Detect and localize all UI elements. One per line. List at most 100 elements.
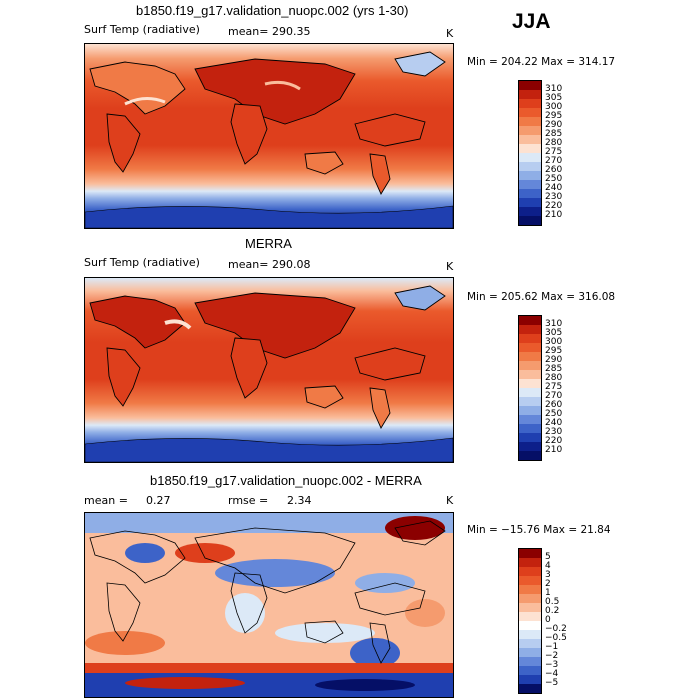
- colorbar-swatch: [519, 648, 541, 657]
- colorbar-tick-label: 4: [545, 561, 551, 571]
- panel2-mean-label: mean=: [228, 258, 269, 271]
- colorbar-tick-label: 5: [545, 552, 551, 562]
- colorbar-tick-label: −0.5: [545, 633, 567, 643]
- colorbar-swatch: [519, 630, 541, 639]
- colorbar-tick-label: 275: [545, 147, 563, 157]
- colorbar-tick-label: 285: [545, 364, 563, 374]
- colorbar-tick-label: −0.2: [545, 624, 567, 634]
- colorbar-swatch: [519, 162, 541, 171]
- colorbar-tick-label: −5: [545, 678, 559, 688]
- colorbar-swatch: [519, 639, 541, 648]
- panel3-map: [84, 512, 454, 698]
- colorbar-tick-label: 2: [545, 579, 551, 589]
- colorbar-tick-label: 0.2: [545, 606, 560, 616]
- colorbar-tick-label: 300: [545, 337, 563, 347]
- panel2-variable: Surf Temp (radiative): [84, 256, 200, 269]
- colorbar-tick-label: 310: [545, 84, 563, 94]
- colorbar-tick-label: 230: [545, 427, 563, 437]
- panel3-units: K: [446, 494, 454, 507]
- colorbar-swatch: [519, 90, 541, 99]
- colorbar-swatch: [519, 424, 541, 433]
- colorbar-tick-label: 305: [545, 93, 563, 103]
- colorbar-swatch: [519, 415, 541, 424]
- colorbar-tick-label: 290: [545, 120, 563, 130]
- panel2-title: MERRA: [245, 236, 292, 251]
- colorbar-swatch: [519, 433, 541, 442]
- panel2-colorbar-bar: [518, 315, 542, 461]
- panel1-minmax: Min = 204.22 Max = 314.17: [467, 56, 616, 68]
- colorbar-tick-label: 1: [545, 588, 551, 598]
- colorbar-tick-label: 270: [545, 156, 563, 166]
- colorbar-swatch: [519, 657, 541, 666]
- colorbar-swatch: [519, 343, 541, 352]
- colorbar-swatch: [519, 406, 541, 415]
- panel2-field: [85, 278, 453, 462]
- colorbar-tick-label: 250: [545, 174, 563, 184]
- colorbar-tick-label: 250: [545, 409, 563, 419]
- panel3-field: [85, 513, 453, 697]
- colorbar-swatch: [519, 621, 541, 630]
- colorbar-tick-label: 210: [545, 445, 563, 455]
- colorbar-swatch: [519, 117, 541, 126]
- colorbar-swatch: [519, 675, 541, 684]
- colorbar-swatch: [519, 567, 541, 576]
- colorbar-tick-label: −3: [545, 660, 559, 670]
- colorbar-swatch: [519, 370, 541, 379]
- colorbar-swatch: [519, 135, 541, 144]
- colorbar-swatch: [519, 334, 541, 343]
- colorbar-tick-label: 210: [545, 210, 563, 220]
- colorbar-swatch: [519, 558, 541, 567]
- colorbar-tick-label: 285: [545, 129, 563, 139]
- colorbar-swatch: [519, 388, 541, 397]
- panel3-rmse-label: rmse =: [228, 494, 269, 507]
- colorbar-swatch: [519, 180, 541, 189]
- colorbar-tick-label: 310: [545, 319, 563, 329]
- colorbar-tick-label: 0.5: [545, 597, 560, 607]
- panel2-map: [84, 277, 454, 463]
- colorbar-swatch: [519, 207, 541, 216]
- colorbar-swatch: [519, 666, 541, 675]
- colorbar-swatch: [519, 81, 541, 90]
- panel1-variable: Surf Temp (radiative): [84, 23, 200, 36]
- panel1-map: [84, 43, 454, 229]
- colorbar-swatch: [519, 144, 541, 153]
- panel1-units: K: [446, 27, 454, 40]
- panel3-mean-label: mean =: [84, 494, 128, 507]
- colorbar-tick-label: 0: [545, 615, 551, 625]
- panel1-colorbar-bar: [518, 80, 542, 226]
- colorbar-tick-label: −4: [545, 669, 559, 679]
- panel2-units: K: [446, 260, 454, 273]
- colorbar-swatch: [519, 99, 541, 108]
- colorbar-tick-label: −1: [545, 642, 559, 652]
- colorbar-swatch: [519, 379, 541, 388]
- colorbar-swatch: [519, 594, 541, 603]
- colorbar-tick-label: 300: [545, 102, 563, 112]
- colorbar-swatch: [519, 108, 541, 117]
- colorbar-swatch: [519, 451, 541, 460]
- colorbar-swatch: [519, 576, 541, 585]
- colorbar-swatch: [519, 171, 541, 180]
- panel1-field: [85, 44, 453, 228]
- colorbar-swatch: [519, 549, 541, 558]
- colorbar-tick-label: 240: [545, 183, 563, 193]
- panel2-minmax: Min = 205.62 Max = 316.08: [467, 291, 616, 303]
- colorbar-tick-label: 275: [545, 382, 563, 392]
- colorbar-swatch: [519, 352, 541, 361]
- panel1-title: b1850.f19_g17.validation_nuopc.002 (yrs …: [136, 3, 409, 18]
- panel2-mean-value: 290.08: [272, 258, 311, 271]
- colorbar-swatch: [519, 189, 541, 198]
- colorbar-swatch: [519, 126, 541, 135]
- colorbar-tick-label: 295: [545, 346, 563, 356]
- colorbar-tick-label: 280: [545, 373, 563, 383]
- panel3-colorbar-bar: [518, 548, 542, 694]
- colorbar-tick-label: 260: [545, 165, 563, 175]
- colorbar-tick-label: 295: [545, 111, 563, 121]
- colorbar-tick-label: 260: [545, 400, 563, 410]
- panel3-title: b1850.f19_g17.validation_nuopc.002 - MER…: [150, 473, 422, 488]
- colorbar-swatch: [519, 603, 541, 612]
- colorbar-tick-label: 230: [545, 192, 563, 202]
- colorbar-tick-label: −2: [545, 651, 559, 661]
- colorbar-swatch: [519, 361, 541, 370]
- colorbar-tick-label: 3: [545, 570, 551, 580]
- colorbar-tick-label: 220: [545, 201, 563, 211]
